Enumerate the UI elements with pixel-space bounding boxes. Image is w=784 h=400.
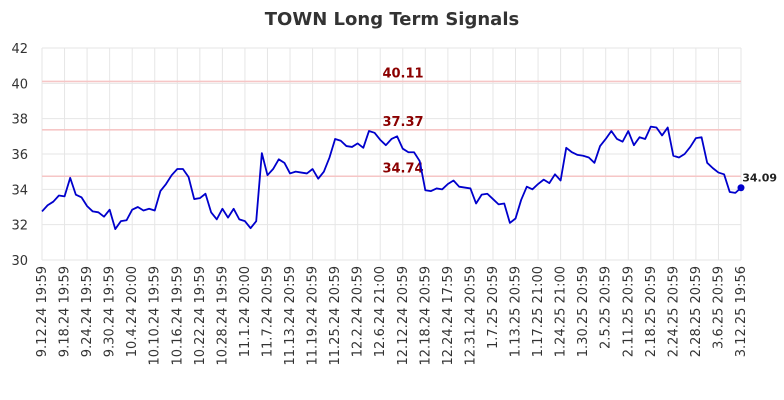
x-axis: 9.12.24 19:59 9.18.24 19:59 9.24.24 19:59 9… — [35, 266, 749, 366]
y-axis: 30 32 34 36 38 40 42 — [11, 42, 28, 269]
signal-line-label: 34.74 — [382, 161, 423, 176]
x-tick-label: 9.12.24 19:59 — [35, 266, 50, 357]
x-tick-label: 10.4.24 20:00 — [125, 266, 140, 357]
signal-line-label: 40.11 — [382, 66, 423, 81]
x-tick-label: 9.18.24 19:59 — [58, 266, 73, 357]
x-tick-label: 2.11.25 20:59 — [621, 266, 636, 357]
chart-title: TOWN Long Term Signals — [265, 9, 519, 30]
x-tick-label: 10.10.24 19:59 — [148, 266, 163, 366]
x-tick-label: 11.7.24 20:59 — [260, 266, 275, 357]
y-tick-label: 34 — [11, 183, 28, 198]
x-tick-label: 10.16.24 19:59 — [170, 266, 185, 366]
x-tick-label: 2.18.25 20:59 — [644, 266, 659, 357]
x-tick-label: 3.6.25 20:59 — [711, 266, 726, 349]
x-tick-label: 12.6.24 21:00 — [373, 266, 388, 357]
y-tick-label: 42 — [11, 42, 28, 57]
x-tick-label: 12.24.24 17:59 — [441, 266, 456, 366]
x-tick-label: 11.19.24 20:59 — [306, 266, 321, 366]
x-tick-label: 12.2.24 20:59 — [351, 266, 366, 357]
x-tick-label: 10.22.24 19:59 — [193, 266, 208, 366]
x-tick-label: 10.28.24 19:59 — [215, 266, 230, 366]
price-line — [41, 125, 742, 230]
last-value-label: 34.09 — [742, 172, 777, 185]
x-tick-label: 9.24.24 19:59 — [80, 266, 95, 357]
x-tick-label: 1.30.25 20:59 — [576, 266, 591, 357]
x-tick-label: 12.12.24 20:59 — [396, 266, 411, 366]
last-point-marker — [737, 184, 745, 192]
grid — [41, 47, 742, 261]
x-tick-label: 12.31.24 20:59 — [463, 266, 478, 366]
series-layer: 34.09 — [41, 125, 777, 230]
x-tick-label: 11.1.24 20:00 — [238, 266, 253, 357]
x-tick-label: 11.13.24 20:59 — [283, 266, 298, 366]
y-tick-label: 36 — [11, 148, 28, 163]
x-tick-label: 2.28.25 20:59 — [689, 266, 704, 357]
y-tick-label: 32 — [11, 219, 28, 234]
x-tick-label: 2.24.25 20:59 — [666, 266, 681, 357]
x-tick-label: 12.18.24 20:59 — [418, 266, 433, 366]
x-tick-label: 11.25.24 20:59 — [328, 266, 343, 366]
x-tick-label: 2.5.25 20:59 — [599, 266, 614, 349]
signal-lines: 40.11 37.37 34.74 — [42, 66, 741, 178]
signal-line-label: 37.37 — [382, 115, 423, 130]
x-tick-label: 1.13.25 20:59 — [509, 266, 524, 357]
x-tick-label: 3.12.25 19:56 — [734, 266, 749, 357]
y-tick-label: 40 — [11, 77, 28, 92]
x-tick-label: 1.17.25 21:00 — [531, 266, 546, 357]
x-tick-label: 9.30.24 19:59 — [103, 266, 118, 357]
y-tick-label: 38 — [11, 113, 28, 128]
x-tick-label: 1.24.25 21:00 — [554, 266, 569, 357]
x-tick-label: 1.7.25 20:59 — [486, 266, 501, 349]
y-tick-label: 30 — [11, 254, 28, 269]
